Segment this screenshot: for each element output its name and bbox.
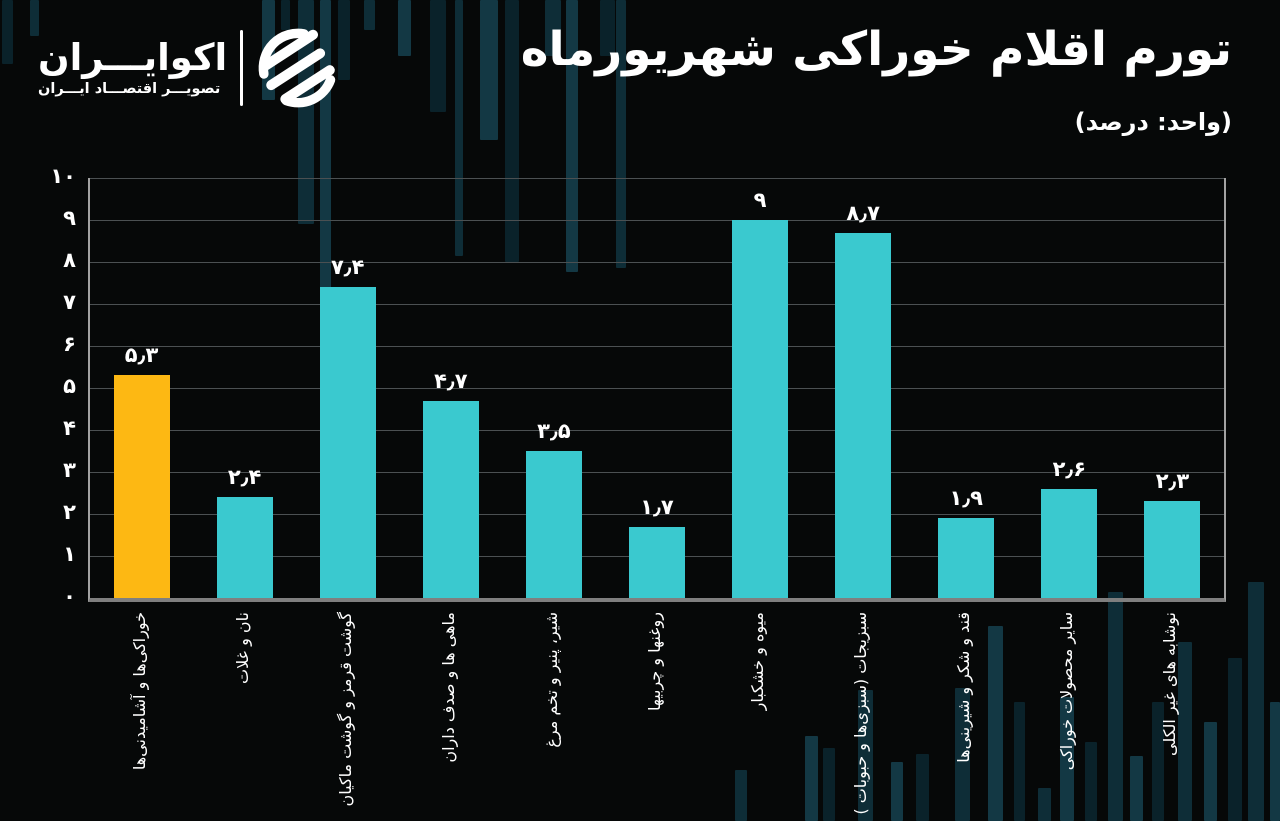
- decorative-bar: [1130, 756, 1143, 821]
- x-tick-label: نان و غلات: [232, 612, 252, 684]
- decorative-bar: [320, 0, 331, 288]
- gridline: [90, 304, 1224, 305]
- decorative-bar: [1038, 788, 1051, 821]
- decorative-bar: [480, 0, 498, 140]
- bar: [113, 375, 170, 598]
- bar: [732, 220, 789, 598]
- y-tick-label: ۸: [63, 248, 76, 272]
- bar: [216, 497, 273, 598]
- x-tick-label: گوشت قرمز و گوشت ماکیان: [335, 612, 355, 807]
- bar-value-label: ۱٫۷: [640, 494, 674, 519]
- decorative-bar: [1228, 658, 1242, 821]
- ecoiran-logo-icon: [258, 28, 336, 108]
- bar: [938, 518, 995, 598]
- decorative-bar: [916, 754, 929, 821]
- x-tick-label: نوشابه های غیر الکلی: [1160, 612, 1180, 756]
- x-tick-label: شیر، پنیر و تخم مرغ: [541, 612, 561, 748]
- bar: [525, 451, 582, 598]
- bar-value-label: ۵٫۳: [124, 343, 159, 368]
- decorative-bar: [1248, 582, 1264, 821]
- bar-value-label: ۷٫۴: [330, 255, 365, 280]
- decorative-bar: [858, 690, 873, 821]
- plot-area: ۵٫۳ ۲٫۴ ۷٫۴ ۴٫۷ ۳٫۵ ۱٫۷ ۹ ۸٫۷ ۱٫۹ ۲٫۶ ۲٫۳: [88, 178, 1226, 602]
- chart-title: تورم اقلام خوراکی شهریورماه: [520, 22, 1232, 77]
- bar-value-label: ۸٫۷: [846, 200, 880, 225]
- y-tick-label: ۱۰: [50, 164, 76, 188]
- decorative-bar: [281, 0, 290, 30]
- x-tick-label: میوه و خشکبار: [748, 612, 768, 711]
- decorative-bar: [1060, 697, 1074, 821]
- decorative-bar: [455, 0, 463, 256]
- x-tick-label: روغنها و چربیها: [645, 612, 664, 712]
- decorative-bar: [338, 0, 350, 80]
- decorative-bar: [1178, 642, 1192, 821]
- bar: [1144, 501, 1201, 598]
- bar: [629, 526, 685, 598]
- chart-unit-label: (واحد: درصد): [1074, 108, 1232, 136]
- x-tick-label: سایر محصولات خوراکی: [1057, 612, 1077, 771]
- gridline: [90, 388, 1224, 389]
- bar: [1041, 488, 1098, 598]
- decorative-bar: [823, 748, 835, 821]
- logo-divider: [240, 30, 244, 106]
- gridline: [90, 430, 1224, 431]
- logo-text-block: اکوایـــران تصویـــر اقتصـــاد ایـــران: [38, 35, 228, 98]
- y-tick-label: ۰: [63, 584, 76, 608]
- y-tick-label: ۴: [63, 416, 76, 440]
- decorative-bar: [364, 0, 375, 30]
- gridline: [90, 346, 1224, 347]
- decorative-bar: [1085, 742, 1097, 821]
- gridline: [90, 220, 1224, 221]
- decorative-bar: [1014, 702, 1025, 821]
- x-tick-label: ماهی ها و صدف داران: [438, 612, 458, 763]
- decorative-bar: [988, 626, 1003, 821]
- decorative-bar: [735, 770, 747, 821]
- decorative-bar: [545, 0, 561, 56]
- brand-name: اکوایـــران: [38, 35, 228, 79]
- x-tick-label: خوراکی‌ها و آشامیدنی‌ها: [129, 612, 149, 771]
- decorative-bar: [2, 0, 13, 64]
- bar: [835, 232, 892, 598]
- decorative-bar: [1152, 702, 1164, 821]
- decorative-bar: [955, 688, 970, 821]
- x-tick-label: قند و شکر و شیرینی‌ها: [954, 612, 974, 763]
- decorative-bar: [566, 0, 578, 272]
- ecoiran-logo: اکوایـــران تصویـــر اقتصـــاد ایـــران: [38, 24, 340, 112]
- decorative-bar: [505, 0, 519, 262]
- bar-value-label: ۹: [753, 188, 767, 212]
- y-tick-label: ۶: [63, 332, 76, 356]
- bar-value-label: ۲٫۴: [227, 465, 262, 490]
- y-tick-label: ۱: [63, 542, 76, 566]
- bar-value-label: ۳٫۵: [537, 419, 571, 443]
- y-tick-label: ۷: [63, 290, 76, 314]
- bar: [422, 400, 479, 598]
- bar-value-label: ۴٫۷: [434, 368, 468, 393]
- y-tick-label: ۲: [63, 500, 76, 524]
- bar-value-label: ۲٫۳: [1155, 469, 1190, 494]
- decorative-bar: [805, 736, 818, 821]
- decorative-bar: [430, 0, 446, 112]
- bar-value-label: ۱٫۹: [949, 486, 983, 511]
- gridline: [90, 514, 1224, 515]
- decorative-bar: [616, 0, 626, 268]
- y-tick-label: ۳: [63, 458, 76, 482]
- decorative-bar: [1204, 722, 1217, 821]
- gridline: [90, 262, 1224, 263]
- bar: [319, 287, 376, 598]
- gridline: [90, 178, 1224, 179]
- decorative-bar: [30, 0, 39, 36]
- brand-tagline: تصویـــر اقتصـــاد ایـــران: [38, 81, 221, 98]
- decorative-bar: [1108, 592, 1123, 821]
- y-tick-label: ۵: [63, 374, 76, 398]
- decorative-bar: [398, 0, 411, 56]
- gridline: [90, 472, 1224, 473]
- decorative-bar: [1270, 702, 1280, 821]
- bar-value-label: ۲٫۶: [1052, 456, 1087, 481]
- decorative-bar: [600, 0, 615, 56]
- y-tick-label: ۹: [63, 206, 76, 230]
- decorative-bar: [891, 762, 903, 821]
- x-tick-label: سبزیجات (سبزی‌ها و حبوبات ): [851, 612, 871, 815]
